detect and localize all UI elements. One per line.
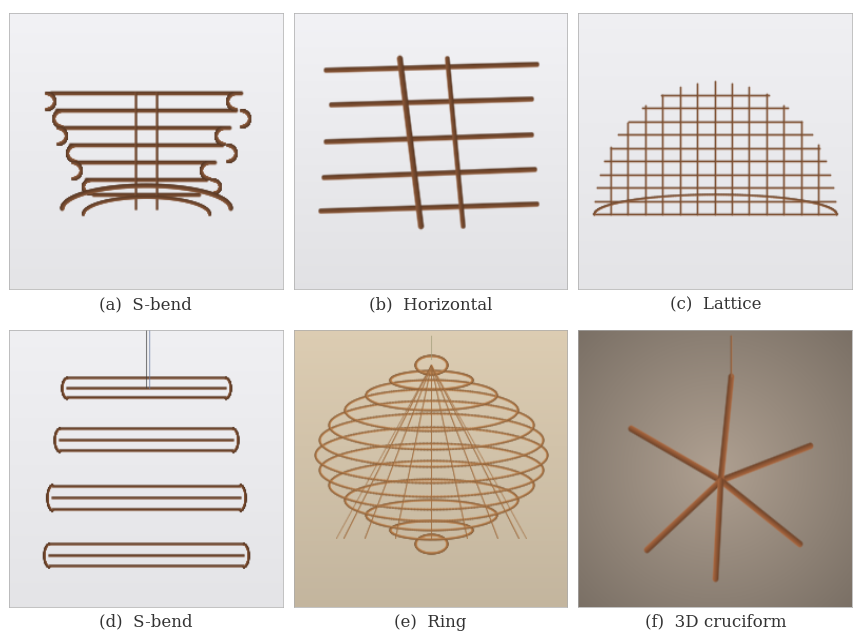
X-axis label: (a)  S-bend: (a) S-bend xyxy=(99,296,192,313)
X-axis label: (e)  Ring: (e) Ring xyxy=(394,614,467,631)
X-axis label: (b)  Horizontal: (b) Horizontal xyxy=(369,296,492,313)
X-axis label: (d)  S-bend: (d) S-bend xyxy=(99,614,192,631)
X-axis label: (f)  3D cruciform: (f) 3D cruciform xyxy=(645,614,786,631)
X-axis label: (c)  Lattice: (c) Lattice xyxy=(670,296,761,313)
